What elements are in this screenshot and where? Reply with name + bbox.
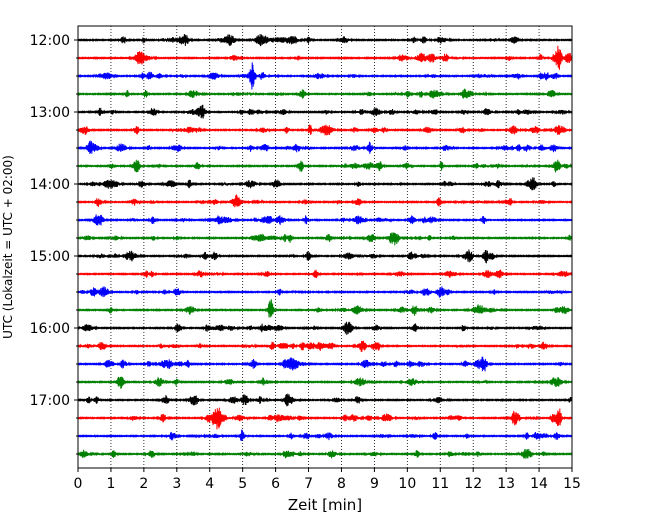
x-tick-label: 0 — [74, 476, 83, 492]
x-tick-label: 1 — [106, 476, 115, 492]
seismic-trace — [77, 286, 573, 298]
x-tick-label: 11 — [431, 476, 449, 492]
y-tick-label: 15:00 — [30, 249, 70, 265]
seismic-traces — [77, 34, 573, 459]
y-tick-label: 12:00 — [30, 33, 70, 49]
seismic-trace — [77, 124, 573, 136]
seismic-trace — [77, 299, 573, 318]
seismic-trace — [77, 393, 573, 407]
x-tick-label: 6 — [271, 476, 280, 492]
seismic-trace — [77, 88, 573, 99]
seismic-trace — [77, 140, 573, 154]
x-tick-label: 5 — [238, 476, 247, 492]
x-tick-label: 13 — [497, 476, 515, 492]
x-tick-label: 3 — [172, 476, 181, 492]
y-axis-label: UTC (Lokalzeit = UTC + 02:00) — [1, 155, 15, 339]
seismic-trace — [77, 448, 573, 459]
y-tick-label: 14:00 — [30, 177, 70, 193]
seismic-trace — [77, 34, 573, 47]
seismic-trace — [77, 159, 573, 173]
x-tick-label: 8 — [337, 476, 346, 492]
seismic-trace — [77, 177, 573, 191]
seismic-trace — [77, 376, 573, 389]
x-tick-label: 10 — [398, 476, 416, 492]
seismic-trace — [77, 45, 573, 70]
seismic-trace — [77, 214, 573, 226]
seismic-trace — [77, 340, 573, 352]
y-tick-label: 17:00 — [30, 393, 70, 409]
x-tick-label: 12 — [464, 476, 482, 492]
x-tick-label: 2 — [139, 476, 148, 492]
seismic-trace — [77, 356, 573, 372]
seismic-trace — [77, 407, 573, 430]
x-tick-label: 15 — [563, 476, 581, 492]
y-tick-label: 16:00 — [30, 321, 70, 337]
seismic-trace — [77, 249, 573, 264]
y-tick-label: 13:00 — [30, 105, 70, 121]
y-axis-ticks: 12:00 13:00 14:00 15:00 16:00 17:00 — [30, 33, 78, 455]
x-axis-label: Zeit [min] — [288, 496, 362, 514]
x-tick-label: 7 — [304, 476, 313, 492]
seismic-trace — [77, 232, 573, 246]
x-axis-ticks: 0 1 2 3 4 5 6 7 8 9 10 11 12 13 14 15 — [74, 468, 581, 492]
seismic-trace — [77, 194, 573, 208]
seismic-trace — [77, 429, 573, 441]
seismic-trace — [77, 62, 573, 90]
plot-frame — [77, 25, 573, 469]
x-tick-label: 4 — [205, 476, 214, 492]
seismic-trace — [77, 104, 573, 119]
x-tick-label: 14 — [530, 476, 548, 492]
seismic-trace — [77, 269, 573, 279]
x-tick-label: 9 — [370, 476, 379, 492]
seismic-trace — [77, 321, 573, 335]
